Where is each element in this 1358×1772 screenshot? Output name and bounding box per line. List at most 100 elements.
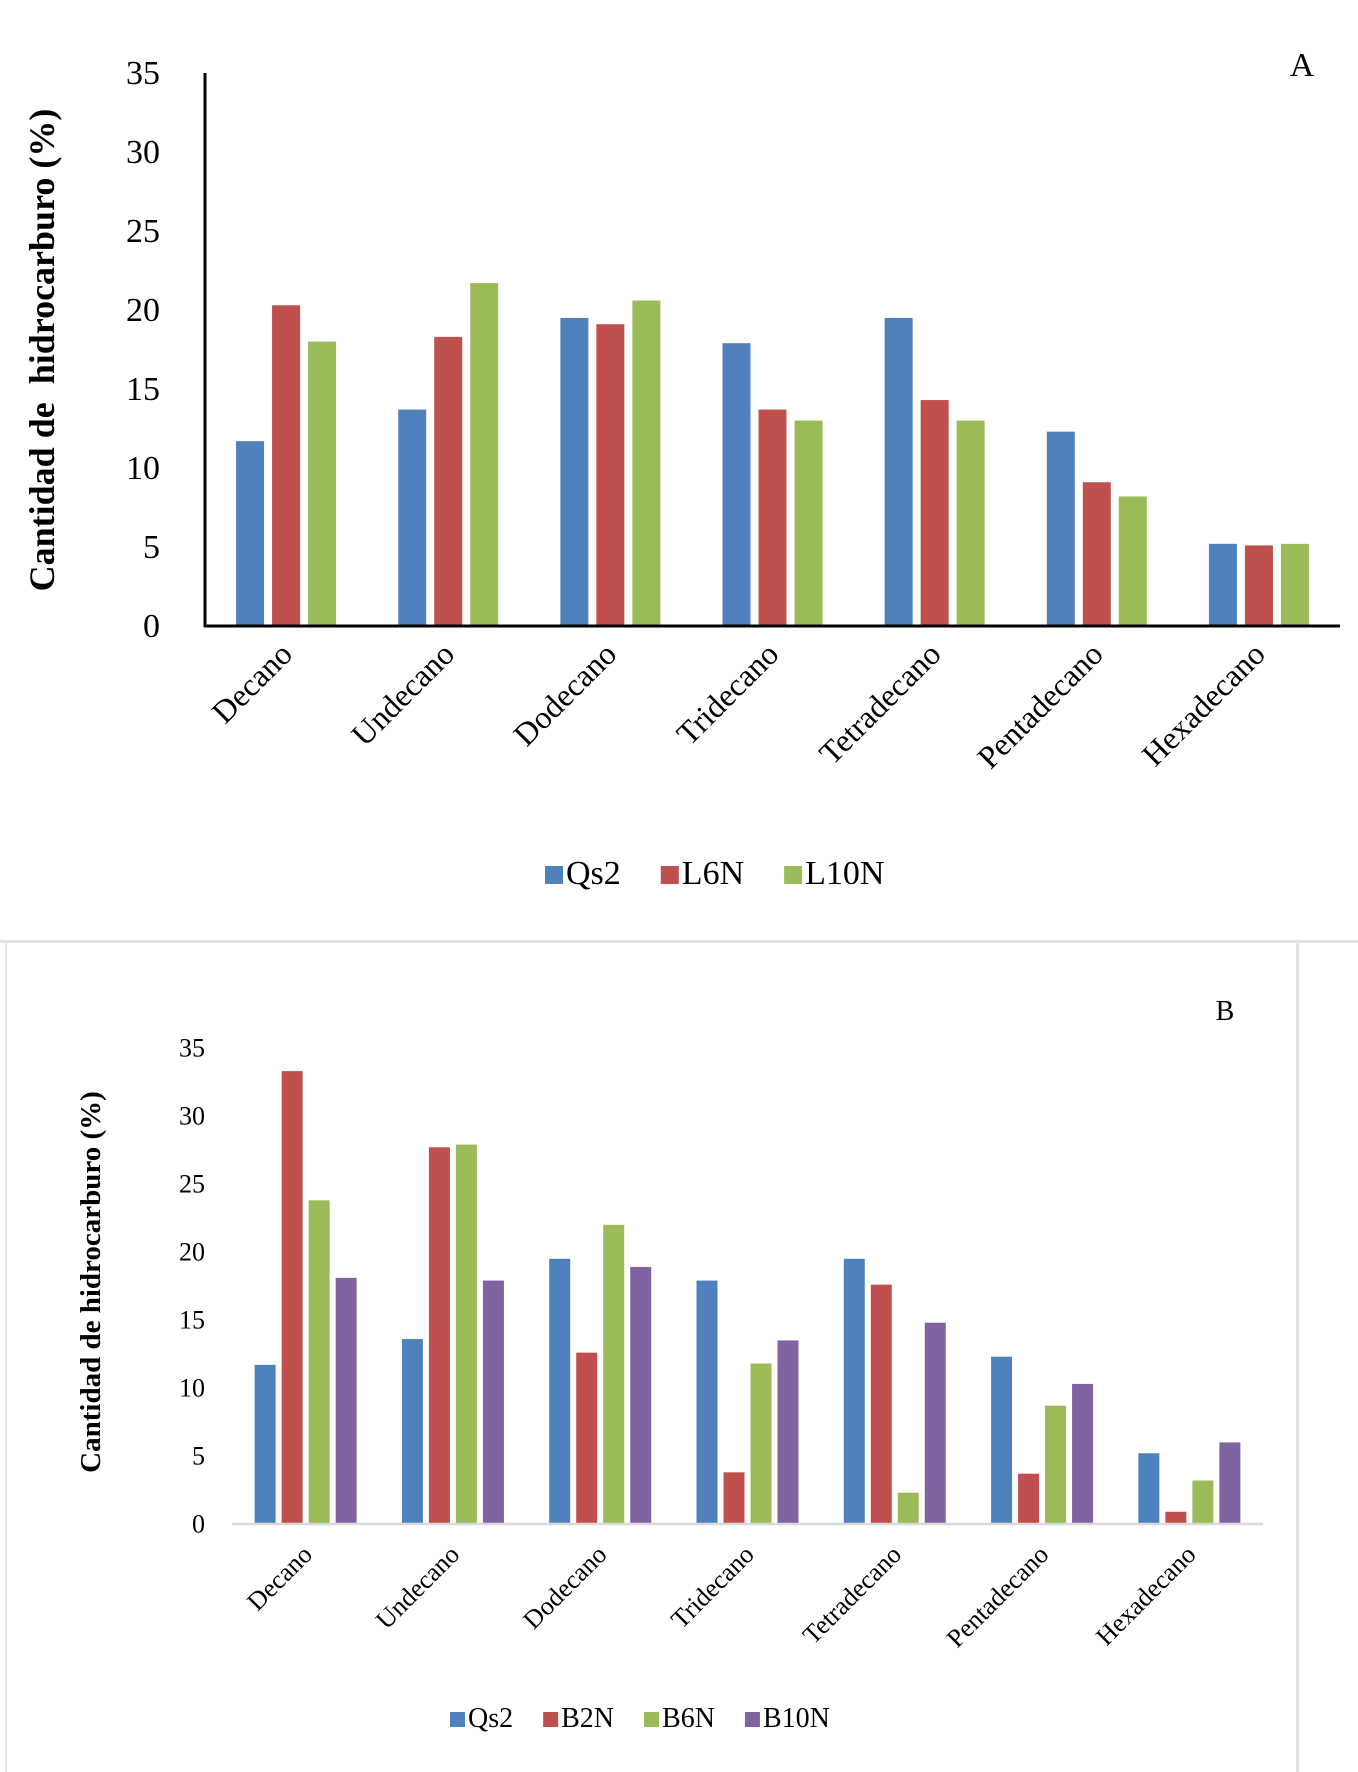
bar-b6n-decano: [308, 1200, 330, 1524]
bar-b2n-tridecano: [723, 1472, 745, 1524]
bar-b2n-pentadecano: [1018, 1473, 1040, 1524]
bar-l10n-undecano: [470, 283, 499, 626]
legend-swatch-qs2: [545, 866, 563, 884]
y-tick-label: 0: [192, 1510, 205, 1539]
bar-qs2-undecano: [398, 409, 427, 626]
chart-a-x-ticks: Decano Undecano Dodecano Tridecano Tetradeca…: [204, 635, 1271, 775]
x-tick-label: Decano: [241, 1540, 318, 1617]
y-tick-label: 25: [126, 213, 160, 250]
bar-qs2-decano: [236, 441, 265, 626]
x-tick-label: Tridecano: [665, 1540, 759, 1634]
legend-label-b2n: B2N: [561, 1703, 614, 1734]
legend-label-b6n: B6N: [662, 1703, 715, 1734]
x-tick-label: Dodecano: [517, 1540, 612, 1635]
bar-qs2-dodecano: [560, 317, 589, 626]
x-tick-label: Tridecano: [669, 635, 785, 751]
bar-l6n-pentadecano: [1082, 482, 1111, 626]
chart-b-x-ticks: Decano Undecano Dodecano Tridecano Tetradeca…: [241, 1540, 1201, 1653]
x-tick-label: Undecano: [344, 635, 461, 752]
legend-swatch-b6n: [644, 1712, 660, 1727]
bar-l10n-hexadecano: [1280, 543, 1309, 626]
bar-l10n-pentadecano: [1118, 496, 1147, 626]
x-tick-label: Hexadecano: [1090, 1540, 1201, 1651]
x-tick-label: Tetradecano: [797, 1540, 907, 1650]
bar-b10n-decano: [335, 1277, 357, 1524]
chart-b-y-ticks: 0 5 10 15 20 25 30 35: [179, 1034, 205, 1539]
bar-l6n-undecano: [434, 336, 463, 626]
chart-a-y-axis-title: Cantidad de hidrocarburo (%): [22, 109, 62, 592]
bar-qs2-decano: [254, 1364, 276, 1524]
bar-b2n-dodecano: [576, 1352, 598, 1524]
legend-swatch-b10n: [744, 1712, 760, 1727]
bar-b10n-pentadecano: [1072, 1383, 1094, 1524]
bar-b6n-tridecano: [750, 1363, 772, 1524]
bar-b6n-undecano: [455, 1144, 477, 1524]
bar-b2n-hexadecano: [1165, 1511, 1187, 1524]
y-tick-label: 20: [126, 292, 160, 329]
legend-swatch-qs2: [450, 1712, 465, 1727]
y-tick-label: 10: [179, 1374, 205, 1403]
x-tick-label: Pentadecano: [970, 635, 1110, 775]
bar-l6n-decano: [272, 305, 301, 626]
y-tick-label: 30: [126, 134, 160, 171]
bar-qs2-dodecano: [549, 1258, 571, 1524]
bar-qs2-tridecano: [696, 1280, 718, 1524]
bar-l6n-tetradecano: [920, 400, 949, 626]
legend-label-b10n: B10N: [763, 1703, 830, 1734]
bar-b6n-pentadecano: [1045, 1405, 1067, 1524]
y-tick-label: 25: [179, 1170, 205, 1199]
bar-qs2-undecano: [401, 1339, 423, 1524]
bar-l6n-tridecano: [758, 409, 787, 626]
bar-b10n-undecano: [482, 1280, 504, 1524]
x-tick-label: Dodecano: [506, 635, 623, 752]
bar-b6n-dodecano: [603, 1224, 625, 1524]
chart-a-legend: Qs2 L6N L10N: [545, 855, 884, 892]
bar-qs2-pentadecano: [991, 1356, 1013, 1524]
chart-b-legend: Qs2 B2N B6N B10N: [450, 1703, 830, 1734]
chart-a-y-ticks: 0 5 10 15 20 25 30 35: [126, 55, 160, 645]
bar-b10n-dodecano: [630, 1266, 652, 1524]
bar-qs2-tridecano: [722, 343, 751, 626]
bar-l6n-hexadecano: [1244, 545, 1273, 626]
x-tick-label: Undecano: [370, 1540, 465, 1635]
y-tick-label: 35: [126, 55, 160, 92]
legend-label-l6n: L6N: [682, 855, 744, 892]
legend-swatch-l6n: [660, 866, 679, 884]
bar-qs2-pentadecano: [1046, 431, 1075, 626]
bar-l10n-tridecano: [794, 420, 823, 626]
x-tick-label: Tetradecano: [812, 635, 948, 771]
legend-label-qs2: Qs2: [566, 855, 621, 892]
y-tick-label: 5: [192, 1442, 205, 1471]
chart-b-panel-label: B: [1216, 996, 1235, 1027]
y-tick-label: 5: [143, 529, 160, 566]
y-tick-label: 15: [179, 1306, 205, 1335]
x-tick-label: Decano: [204, 635, 299, 730]
bar-l10n-dodecano: [632, 300, 661, 626]
panel-separator: [0, 940, 1358, 943]
bar-qs2-hexadecano: [1208, 543, 1237, 626]
y-tick-label: 35: [179, 1034, 205, 1063]
legend-label-qs2: Qs2: [468, 1703, 513, 1734]
bar-b6n-tetradecano: [897, 1492, 919, 1524]
bar-b10n-hexadecano: [1219, 1442, 1241, 1524]
y-tick-label: 30: [179, 1102, 205, 1131]
bar-qs2-hexadecano: [1138, 1453, 1160, 1524]
legend-swatch-l10n: [784, 866, 803, 884]
legend-swatch-b2n: [543, 1712, 559, 1727]
bar-b10n-tridecano: [777, 1340, 799, 1524]
chart-b-y-axis-title: Cantidad de hidrocarburo (%): [75, 1091, 107, 1473]
chart-a-bars: [236, 283, 1309, 626]
chart-b-bars: [254, 1071, 1241, 1524]
bar-b2n-undecano: [428, 1147, 450, 1524]
bar-qs2-tetradecano: [884, 317, 913, 626]
bar-l10n-tetradecano: [956, 420, 985, 626]
chart-a-panel-label: A: [1290, 47, 1315, 84]
y-tick-label: 15: [126, 371, 160, 408]
chart-b: B Cantidad de hidrocarburo (%) 0 5 10 15 20 2…: [75, 996, 1263, 1734]
bar-l6n-dodecano: [596, 324, 625, 626]
bar-qs2-tetradecano: [843, 1258, 865, 1524]
legend-label-l10n: L10N: [805, 855, 884, 892]
chart-a: A Cantidad de hidrocarburo (%) 0 5 10 15 20 2…: [22, 47, 1340, 892]
y-tick-label: 0: [143, 608, 160, 645]
